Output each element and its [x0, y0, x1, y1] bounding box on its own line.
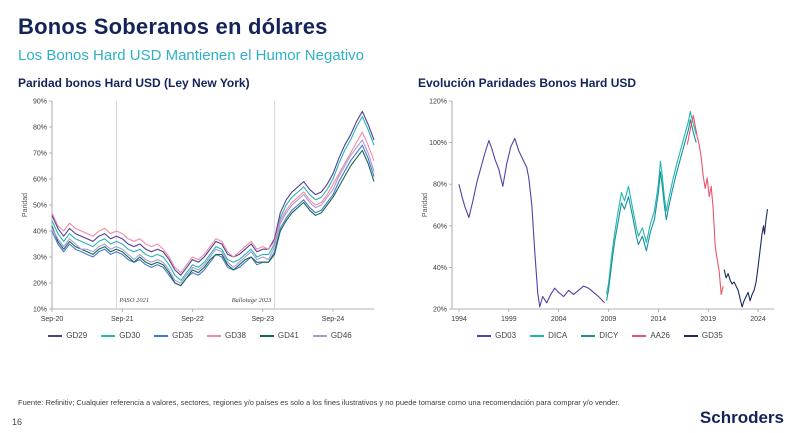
legend-label: GD35 [172, 331, 193, 340]
x-tick-label: 2024 [750, 316, 766, 323]
y-tick-label: 40% [33, 229, 47, 236]
y-tick-label: 80% [33, 125, 47, 132]
legend-item-gd35: GD35 [683, 331, 723, 340]
evolucion-paridades-chart: 20% 40% 60% 80% 100% 120% 1994 1999 2004 2009 2014… [422, 99, 774, 323]
legend-swatch [48, 334, 63, 337]
series-line-gd35 [723, 209, 769, 308]
x-tick-label: 1999 [501, 316, 517, 323]
schroders-logo: Schroders [699, 408, 784, 427]
evolucion-paridades-panel: Evolución Paridades Bonos Hard USD 20% 40… [418, 76, 782, 340]
y-tick-label: 20% [33, 281, 47, 288]
legend-item-aa26: AA26 [632, 331, 670, 340]
series-line-dica [605, 110, 697, 295]
x-tick-label: Sep-20 [41, 316, 64, 323]
x-tick-label: 2004 [551, 316, 567, 323]
y-tick-label: 120% [429, 99, 447, 106]
legend-item-gd41: GD41 [259, 331, 299, 340]
legend-label: AA26 [650, 331, 670, 340]
chart-title: Evolución Paridades Bonos Hard USD [418, 76, 637, 90]
series-line-dicy [605, 119, 697, 301]
y-tick-label: 100% [429, 140, 447, 147]
legend-swatch [259, 334, 274, 337]
chart-legend: GD29 GD30 GD35 GD38 GD41 GD46 [18, 331, 382, 340]
legend-swatch [683, 334, 698, 337]
series-line-gd03 [458, 137, 605, 308]
legend-swatch [154, 334, 169, 337]
legend-label: GD29 [66, 331, 88, 340]
legend-item-dica: DICA [530, 331, 567, 340]
series-line-gd35 [51, 144, 375, 287]
legend-swatch [581, 334, 596, 337]
x-tick-label: 1994 [451, 316, 467, 323]
x-tick-label: 2009 [601, 316, 617, 323]
legend-item-gd29: GD29 [48, 331, 87, 340]
legend-item-gd38: GD38 [207, 331, 246, 340]
series-line-gd29 [51, 110, 375, 276]
page-number: 16 [12, 417, 23, 427]
x-tick-label: Sep-24 [322, 316, 345, 323]
y-tick-label: 10% [33, 307, 47, 314]
y-axis-title: Paridad [22, 193, 29, 217]
legend-item-dicy: DICY [581, 331, 618, 340]
legend-item-gd03: GD03 [477, 331, 516, 340]
x-tick-label: 2019 [700, 316, 716, 323]
x-tick-label: Sep-23 [251, 316, 274, 323]
series-line-aa26 [686, 115, 724, 295]
y-tick-label: 60% [433, 223, 447, 230]
y-tick-label: 30% [33, 255, 47, 262]
legend-label: GD41 [277, 331, 299, 340]
y-axis-title: Paridad [422, 193, 429, 217]
legend-swatch [101, 334, 116, 337]
legend-swatch [477, 334, 492, 337]
y-tick-label: 60% [33, 177, 47, 184]
chart-title: Paridad bonos Hard USD (Ley New York) [18, 76, 250, 90]
legend-label: GD46 [330, 331, 352, 340]
legend-swatch [207, 334, 221, 337]
legend-label: DICA [548, 331, 568, 340]
y-tick-label: 50% [33, 203, 47, 210]
legend-swatch [632, 334, 647, 337]
x-tick-label: Sep-22 [181, 316, 204, 323]
x-tick-label: 2014 [651, 316, 667, 323]
legend-item-gd35: GD35 [154, 331, 193, 340]
legend-swatch [312, 334, 327, 337]
legend-label: GD35 [701, 331, 723, 340]
legend-label: GD30 [119, 331, 141, 340]
annotation-label: PASO 2021 [118, 297, 149, 304]
series-line-gd46 [51, 139, 375, 284]
y-tick-label: 40% [433, 265, 447, 272]
y-tick-label: 20% [433, 307, 447, 314]
paridad-hard-usd-panel: Paridad bonos Hard USD (Ley New York) 10… [18, 76, 382, 340]
legend-label: GD38 [225, 331, 246, 340]
charts-area: Paridad bonos Hard USD (Ley New York) 10… [0, 64, 800, 340]
paridad-hard-usd-chart: 10% 20% 30% 40% 50% 60% 70% 80% 90% Sep-20 Sep-21 S… [22, 99, 375, 323]
page-subtitle: Los Bonos Hard USD Mantienen el Humor Ne… [18, 47, 365, 64]
chart-legend: GD03 DICA DICY AA26 GD35 [418, 331, 782, 340]
y-tick-label: 80% [433, 182, 447, 189]
x-tick-label: Sep-21 [111, 316, 134, 323]
legend-item-gd46: GD46 [312, 331, 352, 340]
legend-swatch [530, 334, 545, 337]
page-title: Bonos Soberanos en dólares [18, 14, 328, 39]
y-tick-label: 70% [33, 151, 47, 158]
source-note: Fuente: Refinitiv; Cualquier referencia … [18, 397, 620, 407]
y-tick-label: 90% [33, 99, 47, 106]
series-line-gd38 [51, 131, 375, 274]
legend-item-gd30: GD30 [101, 331, 140, 340]
legend-label: GD03 [495, 331, 517, 340]
series-line-gd30 [51, 116, 375, 281]
slide-header: Bonos Soberanos en dólares Los Bonos Har… [0, 0, 800, 64]
annotation-label: Ballotage 2023 [232, 297, 273, 304]
series-line-gd41 [51, 149, 375, 287]
legend-label: DICY [599, 331, 619, 340]
